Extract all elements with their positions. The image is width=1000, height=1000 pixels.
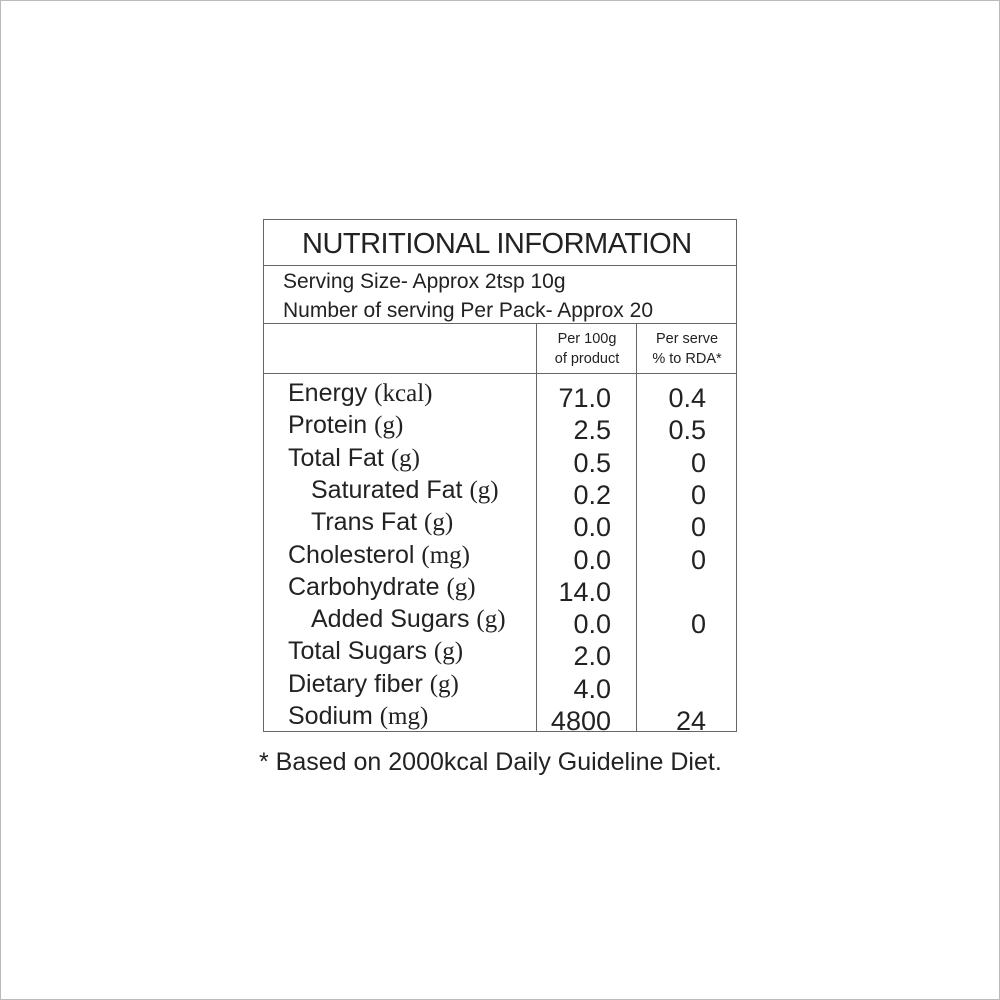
nutrient-name: Carbohydrate [288, 572, 440, 601]
footnote: * Based on 2000kcal Daily Guideline Diet… [259, 748, 722, 776]
nutrient-row: Saturated Fat (g) 0.2 0 [264, 476, 736, 510]
nutrient-name: Saturated Fat [311, 475, 463, 504]
nutrient-unit: (g) [476, 606, 506, 634]
value-per-100g: 4800 [550, 706, 611, 736]
nutrient-label: Total Fat (g) [288, 444, 420, 473]
nutrient-label: Dietary fiber (g) [288, 670, 459, 699]
nutrient-label: Energy (kcal) [288, 379, 432, 408]
header-rda-line2: % to RDA* [652, 351, 722, 367]
nutrient-row: Sodium (mg) 4800 24 [264, 702, 736, 736]
nutrient-row: Carbohydrate (g) 14.0 [264, 573, 736, 607]
nutrient-unit: (g) [374, 412, 404, 440]
value-per-100g: 0.0 [573, 512, 611, 543]
nutrient-row: Energy (kcal) 71.0 0.4 [264, 379, 736, 413]
value-rda: 0 [690, 479, 706, 510]
nutrient-unit: (kcal) [374, 380, 433, 407]
nutrient-row: Cholesterol (mg) 0.0 0 [264, 541, 736, 575]
value-per-100g: 71.0 [558, 383, 611, 413]
nutrient-label: Total Sugars (g) [288, 637, 463, 666]
column-header-row: Per 100g of product Per serve % to RDA* [264, 324, 736, 374]
header-per-100g: Per 100g of product [537, 324, 637, 369]
nutrient-unit: (g) [446, 573, 476, 601]
nutrient-name: Added Sugars [311, 605, 470, 634]
nutrient-label: Trans Fat (g) [311, 508, 453, 537]
nutrient-name: Sodium [288, 702, 373, 730]
nutrient-row: Total Fat (g) 0.5 0 [264, 444, 736, 478]
value-per-100g: 0.0 [573, 544, 611, 575]
nutrient-name: Trans Fat [311, 508, 418, 537]
nutrient-row: Dietary fiber (g) 4.0 [264, 670, 736, 704]
value-rda: 0 [690, 544, 706, 575]
serving-info: Serving Size- Approx 2tsp 10g Number of … [264, 266, 736, 324]
serving-size: Serving Size- Approx 2tsp 10g [283, 270, 566, 293]
nutrient-unit: (g) [469, 476, 499, 504]
nutrient-unit: (g) [390, 444, 420, 472]
value-per-100g: 2.5 [573, 415, 611, 446]
value-per-100g: 0.5 [573, 447, 611, 478]
table-title: NUTRITIONAL INFORMATION [264, 220, 736, 266]
nutrient-label: Protein (g) [288, 411, 403, 440]
column-divider [536, 324, 537, 731]
nutrient-label: Carbohydrate (g) [288, 573, 476, 602]
nutrient-label: Saturated Fat (g) [311, 476, 499, 505]
value-rda: 24 [675, 706, 706, 736]
value-rda: 0.4 [668, 383, 706, 413]
header-rda-line1: Per serve [655, 331, 719, 347]
nutrient-unit: (mg) [421, 541, 471, 569]
value-rda: 0 [690, 512, 706, 543]
nutrient-unit: (g) [429, 670, 459, 698]
nutrient-row: Total Sugars (g) 2.0 [264, 637, 736, 672]
value-per-100g: 0.2 [573, 479, 611, 510]
header-rda: Per serve % to RDA* [637, 324, 737, 369]
nutrient-row: Trans Fat (g) 0.0 0 [264, 508, 736, 543]
nutrient-label: Sodium (mg) [288, 702, 428, 731]
nutrient-name: Total Sugars [288, 637, 427, 666]
value-per-100g: 0.0 [573, 609, 611, 640]
nutrition-table: NUTRITIONAL INFORMATION Serving Size- Ap… [263, 219, 737, 736]
nutrient-name: Total Fat [288, 443, 384, 472]
nutrient-label: Cholesterol (mg) [288, 541, 470, 570]
nutrient-label: Added Sugars (g) [311, 605, 506, 634]
nutrient-unit: (g) [424, 509, 454, 537]
value-per-100g: 4.0 [573, 673, 611, 704]
nutrient-name: Energy [288, 379, 368, 407]
value-rda: 0 [690, 447, 706, 478]
column-divider [636, 324, 637, 731]
value-per-100g: 14.0 [558, 576, 611, 607]
nutrient-row: Added Sugars (g) 0.0 0 [264, 605, 736, 640]
nutrient-row: Protein (g) 2.5 0.5 [264, 411, 736, 446]
nutrient-unit: (mg) [379, 703, 429, 730]
value-rda: 0 [690, 609, 706, 640]
header-per-100g-line2: of product [554, 351, 620, 367]
value-per-100g: 2.0 [573, 641, 611, 672]
nutrient-name: Cholesterol [288, 540, 415, 569]
value-rda: 0.5 [668, 415, 706, 446]
nutrient-name: Protein [288, 411, 368, 440]
header-per-100g-line1: Per 100g [557, 331, 617, 347]
nutrient-unit: (g) [433, 638, 464, 666]
nutrient-name: Dietary fiber [288, 669, 423, 698]
servings-per-pack: Number of serving Per Pack- Approx 20 [283, 299, 654, 322]
